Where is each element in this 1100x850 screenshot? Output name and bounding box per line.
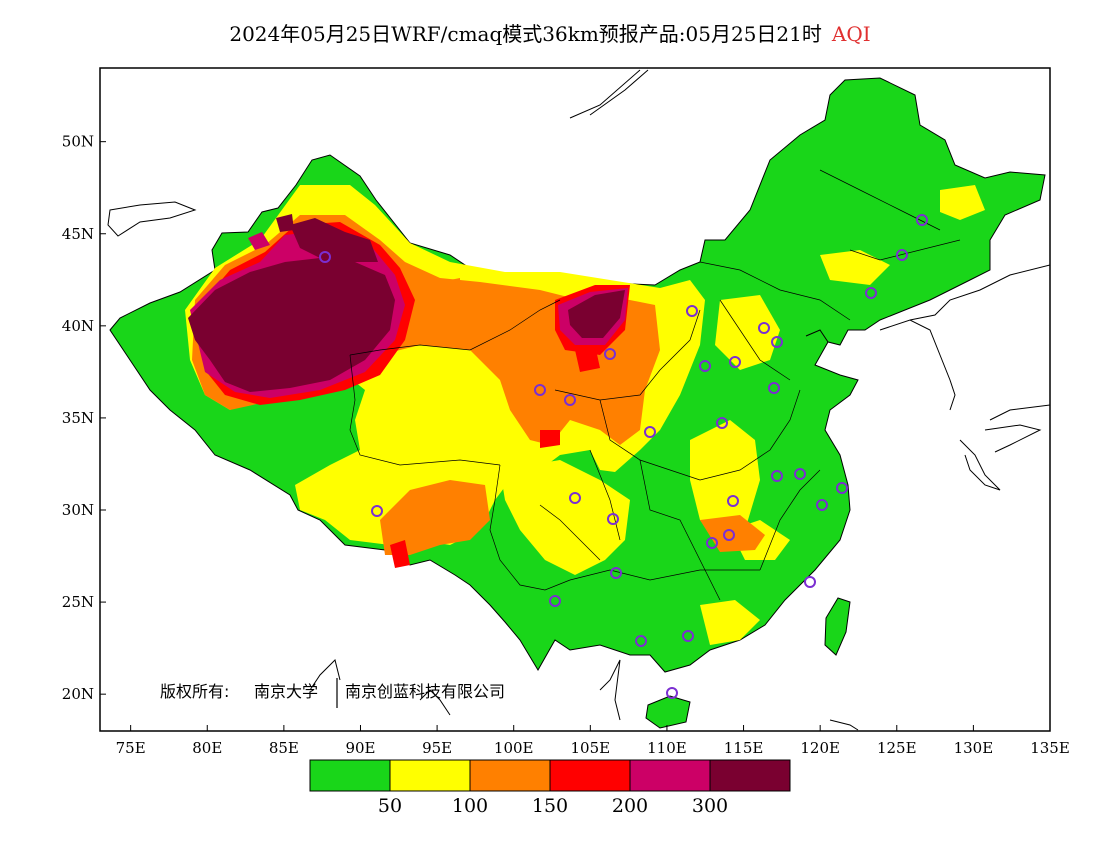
surrounding-coastlines bbox=[107, 69, 1050, 731]
station-marker bbox=[371, 505, 383, 517]
lat-tick-label: 20N bbox=[62, 685, 94, 703]
monitoring-stations bbox=[319, 214, 928, 699]
longitude-axis: 75E 80E 85E 90E 95E 100E 105E 110E 115E 120E 125E 1… bbox=[116, 725, 1070, 757]
copyright-org2: 南京创蓝科技有限公司 bbox=[345, 682, 505, 701]
legend-swatch-usg bbox=[470, 760, 550, 791]
lon-tick-label: 95E bbox=[422, 739, 452, 757]
station-marker bbox=[607, 513, 619, 525]
station-marker bbox=[916, 214, 928, 226]
station-marker bbox=[569, 492, 581, 504]
title-main: 2024年05月25日WRF/cmaq模式36km预报产品:05月25日21时 bbox=[229, 22, 822, 46]
station-marker bbox=[666, 687, 678, 699]
lon-tick-label: 100E bbox=[494, 739, 534, 757]
latitude-axis: 50N 45N 40N 35N 30N 25N 20N bbox=[62, 133, 106, 703]
chart-title: 2024年05月25日WRF/cmaq模式36km预报产品:05月25日21时 A… bbox=[0, 18, 1100, 47]
lon-tick-label: 130E bbox=[954, 739, 994, 757]
legend-swatch-good bbox=[310, 760, 390, 791]
station-marker bbox=[771, 470, 783, 482]
legend-label: 300 bbox=[692, 795, 728, 817]
lat-tick-label: 35N bbox=[62, 409, 94, 427]
legend-swatch-hazardous bbox=[710, 760, 790, 791]
taiwan-island bbox=[824, 597, 851, 656]
station-marker bbox=[865, 287, 877, 299]
station-marker bbox=[771, 336, 783, 348]
lat-tick-label: 45N bbox=[62, 225, 94, 243]
province-boundaries bbox=[349, 169, 961, 601]
copyright-prefix: 版权所有: bbox=[160, 682, 229, 701]
station-marker bbox=[836, 482, 848, 494]
legend-swatch-moderate bbox=[390, 760, 470, 791]
station-marker bbox=[635, 635, 647, 647]
lon-tick-label: 80E bbox=[192, 739, 222, 757]
station-marker bbox=[549, 595, 561, 607]
station-marker bbox=[727, 495, 739, 507]
station-marker bbox=[644, 426, 656, 438]
lon-tick-label: 135E bbox=[1030, 739, 1070, 757]
map-area: 版权所有: 南京大学 南京创蓝科技有限公司 bbox=[107, 69, 1050, 731]
lon-tick-label: 115E bbox=[724, 739, 764, 757]
station-marker bbox=[564, 394, 576, 406]
station-marker bbox=[716, 417, 728, 429]
station-marker bbox=[706, 537, 718, 549]
title-variable: AQI bbox=[831, 22, 871, 46]
map-frame bbox=[99, 67, 1051, 732]
lon-tick-label: 110E bbox=[647, 739, 687, 757]
station-marker bbox=[319, 251, 331, 263]
lon-tick-label: 85E bbox=[269, 739, 299, 757]
lat-tick-label: 25N bbox=[62, 593, 94, 611]
lon-tick-label: 125E bbox=[877, 739, 917, 757]
station-marker bbox=[758, 322, 770, 334]
legend-swatch-unhealthy bbox=[550, 760, 630, 791]
station-marker bbox=[816, 499, 828, 511]
legend-label: 100 bbox=[452, 795, 488, 817]
station-marker bbox=[682, 630, 694, 642]
station-marker bbox=[729, 356, 741, 368]
legend-swatch-very-unhealthy bbox=[630, 760, 710, 791]
hainan-island bbox=[645, 695, 691, 729]
copyright-org1: 南京大学 bbox=[254, 682, 318, 701]
station-marker bbox=[534, 384, 546, 396]
station-marker bbox=[896, 249, 908, 261]
aqi-hazardous-regions bbox=[188, 214, 625, 392]
lon-tick-label: 105E bbox=[571, 739, 611, 757]
station-marker bbox=[723, 529, 735, 541]
station-marker bbox=[768, 382, 780, 394]
lon-tick-label: 120E bbox=[800, 739, 840, 757]
lat-tick-label: 40N bbox=[62, 317, 94, 335]
station-marker bbox=[794, 468, 806, 480]
station-marker bbox=[604, 348, 616, 360]
station-marker bbox=[699, 360, 711, 372]
station-marker bbox=[686, 305, 698, 317]
station-marker bbox=[610, 567, 622, 579]
copyright-notice: 版权所有: 南京大学 南京创蓝科技有限公司 bbox=[160, 678, 505, 708]
lat-tick-label: 30N bbox=[62, 501, 94, 519]
lat-tick-label: 50N bbox=[62, 133, 94, 151]
legend-label: 150 bbox=[532, 795, 568, 817]
color-legend: 50 100 150 200 300 bbox=[309, 759, 791, 817]
station-marker bbox=[804, 576, 816, 588]
legend-label: 50 bbox=[378, 795, 402, 817]
legend-label: 200 bbox=[612, 795, 648, 817]
lon-tick-label: 90E bbox=[345, 739, 375, 757]
lon-tick-label: 75E bbox=[116, 739, 146, 757]
